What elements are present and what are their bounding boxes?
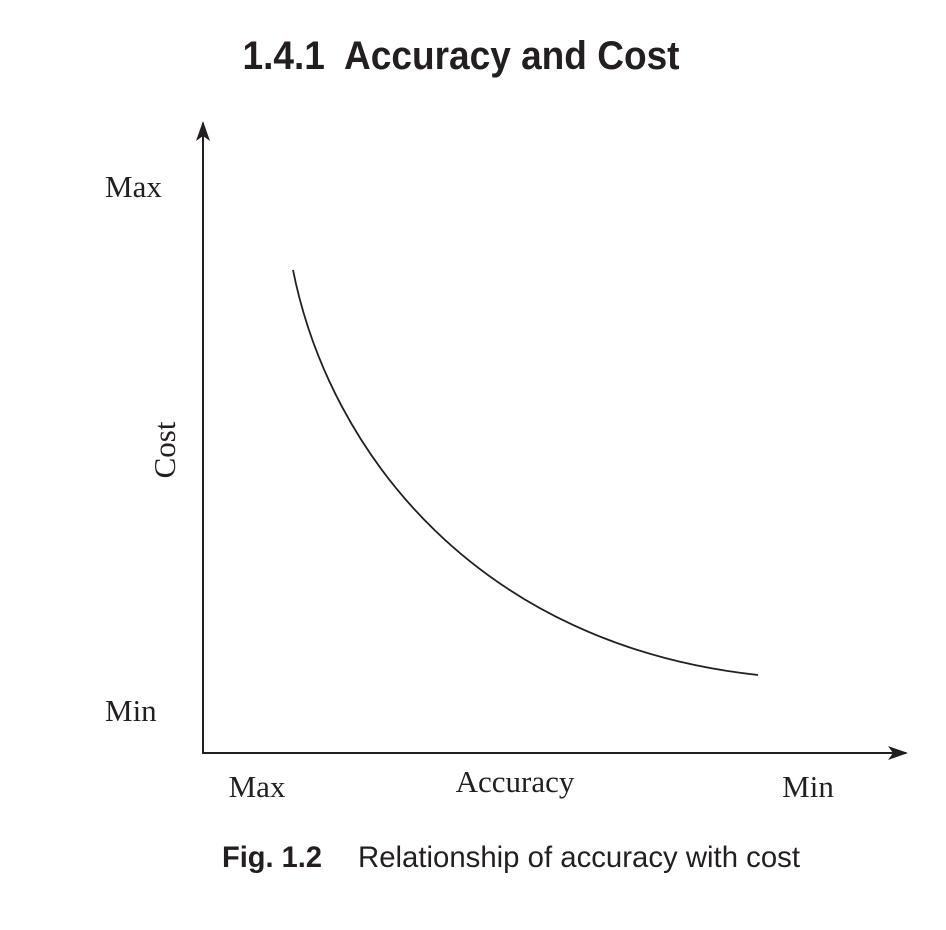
curve (292, 269, 759, 676)
y-top-label: Max (105, 169, 162, 204)
heading: 1.4.1 Accuracy and Cost (243, 34, 680, 78)
x-left-label: Max (229, 769, 286, 804)
x-axis-title: Accuracy (456, 764, 575, 799)
x-right-label: Min (782, 769, 834, 804)
y-bottom-label: Min (105, 693, 157, 728)
caption-text: Relationship of accuracy with cost (358, 841, 801, 874)
y-axis-title: Cost (147, 421, 182, 478)
caption-number: Fig. 1.2 (222, 841, 322, 874)
